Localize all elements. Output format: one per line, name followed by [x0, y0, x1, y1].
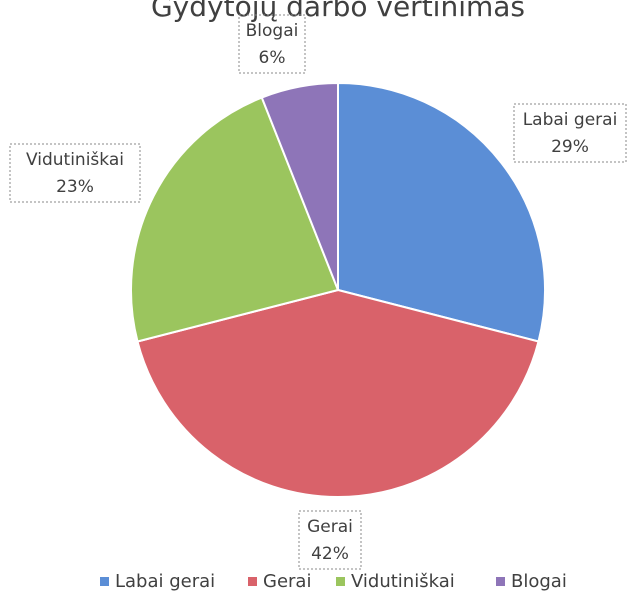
label-box	[9, 143, 141, 203]
label-box	[513, 103, 627, 163]
data-label-name: Vidutiniškai	[26, 150, 124, 170]
legend-marker	[496, 577, 505, 586]
data-label-value: 23%	[56, 177, 94, 197]
legend-label: Gerai	[263, 571, 311, 592]
legend-marker	[336, 577, 345, 586]
data-label-name: Gerai	[307, 517, 353, 537]
legend-label: Vidutiniškai	[351, 571, 455, 592]
data-label-value: 29%	[551, 137, 589, 157]
data-label-name: Labai gerai	[523, 110, 618, 130]
legend-marker	[100, 577, 109, 586]
data-label-value: 42%	[311, 544, 349, 564]
legend-marker	[248, 577, 257, 586]
pie-slice	[337, 81, 546, 343]
pie-slice	[136, 288, 540, 499]
label-box	[238, 14, 306, 74]
pie-slice	[130, 96, 340, 343]
legend-label: Labai gerai	[115, 571, 215, 592]
data-label-name: Blogai	[246, 21, 299, 41]
chart-title: Gydytojų darbo vertinimas	[151, 0, 525, 23]
data-label-value: 6%	[259, 48, 286, 68]
legend-label: Blogai	[511, 571, 567, 592]
pie-slice	[260, 81, 339, 291]
